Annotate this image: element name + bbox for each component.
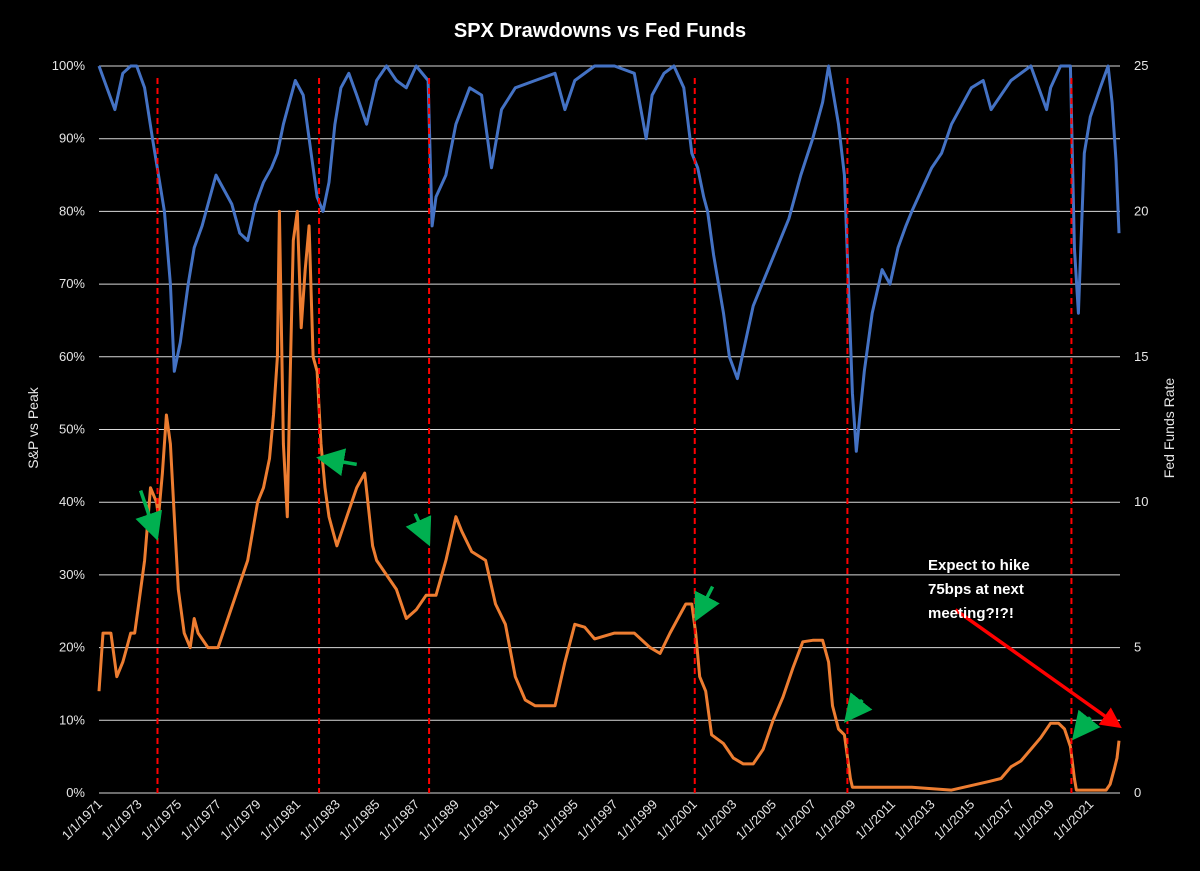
left-tick-label: 20% <box>59 640 85 655</box>
right-axis-ticks: 0 5 10 15 20 25 <box>1134 58 1148 800</box>
green-arrow <box>844 692 873 723</box>
gridlines <box>99 65 1120 794</box>
drawdown-markers <box>156 78 1073 793</box>
annotation-callout: Expect to hike 75bps at next meeting?!?! <box>928 557 1030 622</box>
arrows <box>135 448 1122 741</box>
right-tick-label: 5 <box>1134 640 1141 655</box>
fed-funds-line <box>97 209 1121 792</box>
left-tick-label: 90% <box>59 131 85 146</box>
green-arrow <box>694 585 720 622</box>
left-tick-label: 50% <box>59 422 85 437</box>
left-tick-label: 30% <box>59 567 85 582</box>
left-tick-label: 10% <box>59 712 85 727</box>
right-tick-label: 20 <box>1134 203 1148 218</box>
left-axis-ticks: 0% 10% 20% 30% 40% 50% 60% 70% 80% 90% 100% <box>52 58 86 800</box>
left-tick-label: 80% <box>59 203 85 218</box>
left-tick-label: 70% <box>59 276 85 291</box>
green-arrow <box>135 490 162 541</box>
annotation-text-line: Expect to hike <box>928 557 1030 574</box>
left-axis-label: S&P vs Peak <box>25 386 41 468</box>
red-arrow <box>954 608 1122 729</box>
left-tick-label: 100% <box>52 58 86 73</box>
green-arrow <box>1072 709 1101 741</box>
annotation-text-line: meeting?!?! <box>928 605 1014 622</box>
right-axis-label: Fed Funds Rate <box>1161 378 1177 479</box>
right-tick-label: 25 <box>1134 58 1148 73</box>
left-tick-label: 40% <box>59 494 85 509</box>
left-tick-label: 0% <box>66 785 85 800</box>
green-arrow <box>316 448 358 476</box>
left-tick-label: 60% <box>59 349 85 364</box>
chart-title: SPX Drawdowns vs Fed Funds <box>454 20 746 42</box>
green-arrow <box>405 513 432 547</box>
annotation-text-line: 75bps at next <box>928 581 1024 598</box>
series-layer <box>97 64 1121 792</box>
right-tick-label: 10 <box>1134 494 1148 509</box>
right-tick-label: 0 <box>1134 785 1141 800</box>
sp-vs-peak-line <box>97 64 1121 453</box>
right-tick-label: 15 <box>1134 349 1148 364</box>
